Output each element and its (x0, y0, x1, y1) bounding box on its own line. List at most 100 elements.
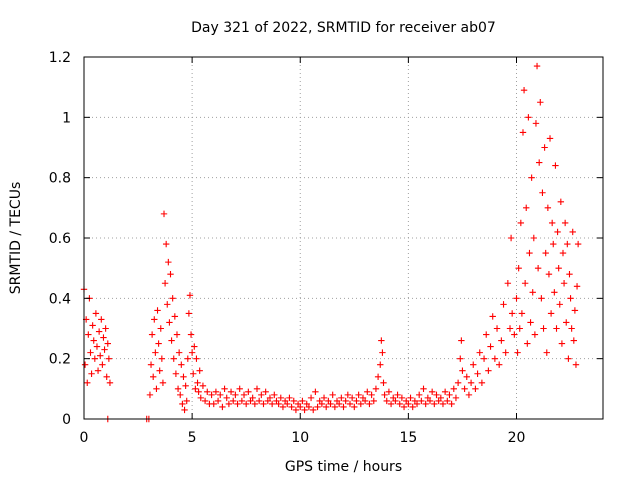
data-point (521, 280, 529, 287)
data-point (95, 328, 103, 335)
data-point (340, 403, 347, 411)
axis-ticks: 0 5 10 15 20 0 0.2 0.4 0.6 0.8 1 1.2 (49, 50, 603, 446)
data-point (97, 352, 104, 359)
data-point (238, 397, 246, 405)
data-point (374, 373, 382, 380)
data-point (557, 198, 565, 205)
data-point (561, 219, 569, 227)
data-point (208, 391, 215, 399)
data-point (290, 397, 297, 405)
y-tick-label: 1 (62, 110, 71, 126)
data-point (407, 394, 414, 402)
data-point (459, 367, 466, 374)
data-point (98, 316, 105, 323)
data-point (178, 361, 185, 368)
data-point (493, 325, 501, 332)
data-point (518, 310, 526, 317)
data-point (88, 370, 95, 377)
data-point (567, 295, 574, 302)
data-point (155, 340, 162, 347)
data-point (398, 394, 406, 402)
data-point (188, 349, 196, 356)
x-tick-label: 5 (188, 430, 197, 446)
data-point (104, 340, 111, 347)
data-point (524, 340, 531, 347)
data-point (190, 370, 197, 377)
data-point (450, 385, 457, 393)
data-point (454, 379, 462, 386)
data-point (157, 325, 164, 332)
data-point (196, 367, 203, 374)
data-point (342, 397, 349, 405)
data-point (101, 346, 108, 353)
data-point (516, 325, 523, 332)
data-point (517, 219, 525, 227)
data-point (344, 391, 352, 399)
data-point (212, 388, 220, 396)
data-point (538, 295, 545, 302)
data-point (170, 355, 177, 362)
y-tick-label: 0.2 (49, 352, 71, 368)
data-point (268, 400, 276, 408)
data-point (483, 331, 490, 338)
data-point (476, 349, 483, 356)
data-point (437, 394, 445, 402)
data-point (470, 361, 477, 368)
data-point (559, 249, 567, 257)
data-point (156, 367, 163, 374)
data-point (392, 397, 399, 405)
data-point (236, 385, 243, 393)
data-point (214, 397, 222, 405)
data-point (550, 240, 557, 248)
data-point (572, 361, 580, 368)
data-point (366, 400, 373, 408)
data-point (448, 400, 455, 408)
data-point (480, 355, 488, 362)
data-point (288, 403, 295, 411)
data-point (201, 397, 209, 405)
data-point (185, 310, 193, 317)
data-point (172, 370, 180, 377)
data-point (348, 394, 356, 402)
data-point (543, 349, 550, 356)
data-point (297, 403, 304, 411)
data-point (380, 379, 387, 386)
data-point (177, 391, 184, 399)
data-point (102, 325, 109, 332)
data-point (525, 114, 532, 121)
data-point (331, 403, 339, 411)
data-point (418, 397, 425, 405)
data-point (271, 391, 278, 399)
data-point (305, 403, 313, 411)
data-point (507, 234, 515, 242)
data-point (184, 355, 191, 362)
data-point (318, 400, 326, 408)
data-point (152, 349, 159, 356)
data-point (292, 406, 300, 414)
y-tick-label: 0.6 (49, 231, 71, 247)
data-point (197, 394, 204, 402)
data-point (394, 391, 401, 399)
data-point (279, 403, 287, 411)
data-point (537, 99, 544, 106)
data-point (335, 400, 343, 408)
data-point (204, 388, 211, 396)
data-point (364, 388, 371, 396)
data-point (387, 400, 395, 408)
data-point (153, 385, 160, 393)
data-point (542, 249, 549, 257)
data-point (526, 249, 533, 257)
data-point (534, 264, 542, 272)
data-point (186, 292, 194, 299)
data-point (541, 144, 548, 151)
data-point (312, 388, 319, 396)
plot-frame (83, 56, 604, 420)
data-point (385, 388, 393, 396)
data-points (80, 62, 582, 423)
data-point (426, 397, 434, 405)
data-point (320, 394, 328, 402)
data-point (409, 403, 416, 411)
data-point (355, 391, 362, 399)
y-axis-label: SRMTID / TECUs (8, 182, 24, 295)
data-point (452, 394, 460, 402)
